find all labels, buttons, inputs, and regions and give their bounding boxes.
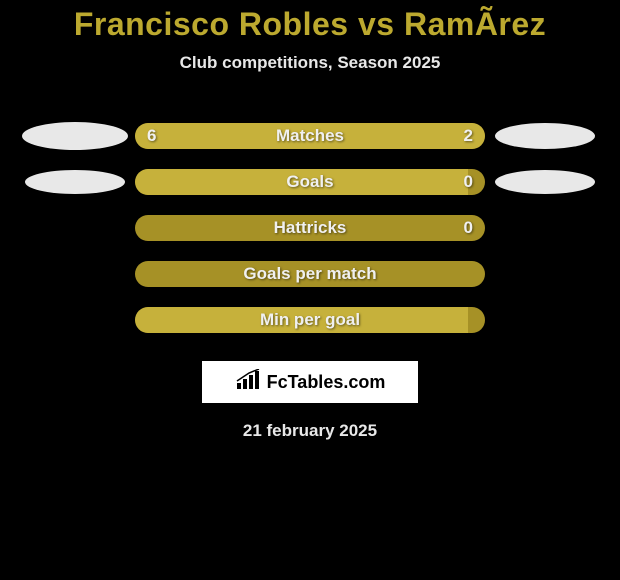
stat-row: Hattricks0 [0, 205, 620, 251]
stat-label: Goals per match [135, 261, 485, 287]
stat-rows-container: Matches62Goals0Hattricks0Goals per match… [0, 113, 620, 343]
stat-bar: Hattricks0 [135, 215, 485, 241]
brand-badge: FcTables.com [202, 361, 418, 403]
player-left-indicator [15, 122, 135, 150]
player-right-indicator [485, 123, 605, 149]
comparison-title: Francisco Robles vs RamÃ­rez [0, 0, 620, 43]
right-share-ellipse [495, 170, 595, 194]
stat-label: Min per goal [135, 307, 485, 333]
player-left-indicator [15, 170, 135, 194]
stat-row: Min per goal [0, 297, 620, 343]
stat-bar: Matches6 2 [135, 123, 485, 149]
right-share-ellipse [495, 123, 595, 149]
stat-label: Hattricks [135, 215, 485, 241]
snapshot-date: 21 february 2025 [0, 421, 620, 441]
comparison-subtitle: Club competitions, Season 2025 [0, 53, 620, 73]
stat-bar: Min per goal [135, 307, 485, 333]
stat-label: Matches [135, 123, 485, 149]
stat-value-right: 2 [464, 123, 473, 149]
stat-row: Goals per match [0, 251, 620, 297]
stat-label: Goals [135, 169, 485, 195]
player-right-indicator [485, 170, 605, 194]
stat-row: Matches6 2 [0, 113, 620, 159]
left-share-ellipse [22, 122, 128, 150]
left-share-ellipse [25, 170, 125, 194]
stat-value-right: 0 [464, 169, 473, 195]
stat-bar: Goals per match [135, 261, 485, 287]
stat-value-left: 6 [147, 123, 156, 149]
brand-text: FcTables.com [267, 372, 386, 393]
stat-row: Goals0 [0, 159, 620, 205]
stat-bar: Goals0 [135, 169, 485, 195]
bars-growth-icon [235, 369, 261, 396]
stat-value-right: 0 [464, 215, 473, 241]
